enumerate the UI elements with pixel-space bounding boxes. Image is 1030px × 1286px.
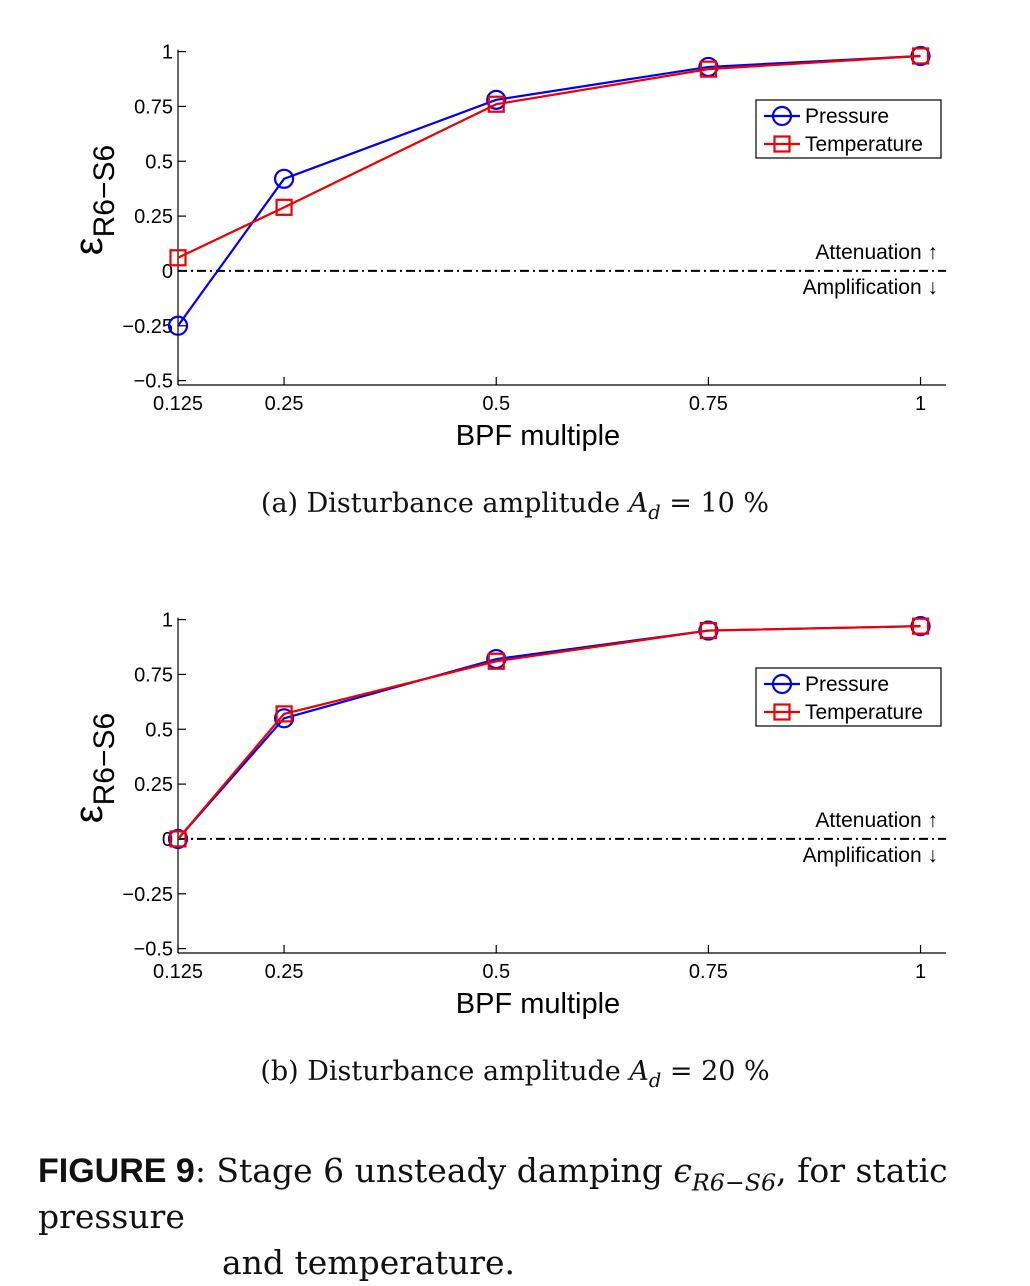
caption-a: (a) Disturbance amplitude Ad = 10 %: [0, 488, 1030, 522]
series-line-pressure: [177, 625, 921, 840]
caption-a-prefix: (a) Disturbance amplitude: [260, 488, 629, 519]
data-point-pressure: [273, 168, 295, 189]
y-axis-label-symbol: ε: [67, 805, 111, 823]
y-tick-label: 0.5: [145, 151, 173, 173]
caption-b: (b) Disturbance amplitude Ad = 20 %: [0, 1056, 1030, 1090]
annotation-amplification: Amplification ↓: [803, 276, 938, 299]
x-axis-label: BPF multiple: [456, 988, 620, 1020]
caption-a-var: A: [628, 488, 649, 519]
x-tick-label: 0.25: [265, 961, 304, 983]
caption-b-prefix: (b) Disturbance amplitude: [260, 1056, 630, 1087]
figure-caption: FIGURE 9: Stage 6 unsteady damping ϵR6−S…: [38, 1148, 1018, 1286]
y-axis-label-subscript: R6−S6: [88, 713, 121, 806]
data-point-temperature: [487, 95, 505, 113]
y-tick-label: 0: [162, 261, 173, 283]
figure-caption-symbol: ϵ: [673, 1151, 692, 1190]
x-tick-label: 1: [915, 961, 926, 983]
y-axis-label-subscript: R6−S6: [88, 145, 121, 238]
x-tick-label: 0.125: [153, 961, 203, 983]
figure-caption-text-2: , for static pressure: [38, 1151, 948, 1236]
data-point-pressure: [167, 828, 189, 850]
data-point-pressure: [486, 89, 507, 110]
y-tick-label: −0.5: [134, 939, 173, 961]
data-point-temperature: [275, 198, 293, 216]
y-axis-label: εR6−S6: [67, 145, 121, 255]
data-point-temperature: [911, 47, 930, 65]
legend-marker-temperature: [773, 703, 791, 721]
y-axis-label: εR6−S6: [67, 713, 121, 823]
y-tick-label: 0.5: [145, 719, 173, 741]
x-tick-label: 0.5: [482, 961, 510, 983]
y-tick-label: 0.75: [134, 96, 173, 118]
y-tick-label: −0.25: [122, 316, 173, 338]
x-axis-label: BPF multiple: [456, 420, 620, 452]
legend-label-pressure: Pressure: [805, 105, 889, 128]
y-tick-label: −0.5: [134, 371, 173, 393]
legend-label-pressure: Pressure: [805, 673, 889, 696]
caption-a-value: = 10 %: [660, 488, 770, 519]
caption-b-sub: d: [648, 1068, 662, 1092]
legend-marker-temperature: [773, 135, 791, 153]
legend-marker-pressure: [771, 105, 793, 127]
y-axis-label-symbol: ε: [67, 237, 111, 255]
x-tick-label: 1: [915, 393, 926, 415]
figure-canvas: 10.750.50.250−0.25−0.50.125 0.25 0.5 0.75 1B…: [67, 42, 946, 1020]
y-tick-label: 0.25: [134, 774, 173, 796]
series-line-pressure: [177, 54, 921, 327]
caption-b-value: = 20 %: [661, 1056, 770, 1087]
figure-caption-symbol-sub: R6−S6: [691, 1168, 777, 1197]
series-line-temperature: [177, 54, 921, 259]
y-tick-label: 1: [162, 610, 173, 632]
legend-marker-pressure: [771, 673, 793, 695]
caption-a-sub: d: [648, 500, 661, 524]
x-tick-label: 0.25: [265, 393, 304, 415]
figure-caption-text-1: : Stage 6 unsteady damping: [194, 1151, 674, 1190]
data-point-temperature: [699, 621, 717, 640]
caption-b-var: A: [629, 1056, 649, 1087]
figure-caption-text-3: and temperature.: [222, 1243, 516, 1282]
legend-label-temperature: Temperature: [805, 133, 923, 156]
x-tick-label: 0.125: [153, 393, 203, 415]
y-tick-label: 0.75: [134, 664, 173, 686]
annotation-attenuation: Attenuation ↑: [815, 809, 938, 832]
data-point-temperature: [911, 617, 930, 635]
series-line-temperature: [177, 625, 921, 840]
x-tick-label: 0.75: [689, 961, 728, 983]
data-point-temperature: [487, 652, 505, 670]
data-point-pressure: [167, 315, 189, 336]
y-tick-label: 0: [162, 829, 173, 851]
data-point-temperature: [169, 249, 187, 267]
y-tick-label: 0.25: [134, 206, 173, 228]
annotation-amplification: Amplification ↓: [803, 844, 938, 867]
data-point-temperature: [169, 830, 187, 848]
x-tick-label: 0.5: [482, 393, 510, 415]
y-tick-label: −0.25: [122, 884, 173, 906]
data-point-pressure: [273, 708, 295, 729]
chart-panel-a: 1 0.75 0.5 0.25 0 −0.25 −0.50.125 0.25 0.5 0.75 1 B…: [67, 42, 946, 452]
x-tick-label: 0.75: [689, 393, 728, 415]
data-point-temperature: [275, 705, 293, 723]
chart-panel-b: 1 0.75 0.5 0.25 0 −0.25 −0.50.125 0.25 0.5 0.75 1 B…: [67, 610, 946, 1020]
y-tick-label: 1: [162, 42, 173, 64]
data-point-temperature: [699, 60, 717, 78]
annotation-attenuation: Attenuation ↑: [815, 241, 938, 264]
figure-caption-label: FIGURE 9: [38, 1152, 195, 1190]
legend-label-temperature: Temperature: [805, 701, 923, 724]
